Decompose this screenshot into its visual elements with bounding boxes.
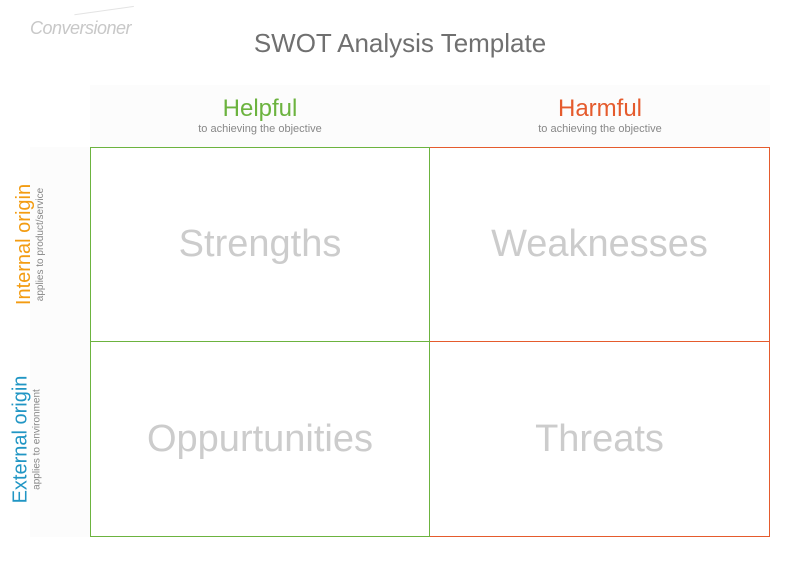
internal-subtitle: applies to product/service: [35, 188, 46, 301]
quadrant-weaknesses: Weaknesses: [430, 147, 770, 342]
row-header-external: External origin applies to environment: [30, 342, 90, 537]
matrix-corner: [30, 85, 90, 147]
harmful-label: Harmful: [558, 95, 642, 123]
page-title: SWOT Analysis Template: [0, 28, 800, 59]
row-header-internal: Internal origin applies to product/servi…: [30, 147, 90, 342]
quadrant-threats: Threats: [430, 342, 770, 537]
helpful-label: Helpful: [223, 95, 298, 123]
internal-label: Internal origin: [13, 184, 36, 305]
quadrant-opportunities: Oppurtunities: [90, 342, 430, 537]
swot-matrix: Helpful to achieving the objective Harmf…: [30, 85, 770, 537]
helpful-subtitle: to achieving the objective: [198, 123, 322, 135]
harmful-subtitle: to achieving the objective: [538, 123, 662, 135]
external-subtitle: applies to environment: [32, 389, 43, 490]
quadrant-strengths: Strengths: [90, 147, 430, 342]
external-label: External origin: [10, 376, 33, 504]
column-header-helpful: Helpful to achieving the objective: [90, 85, 430, 147]
column-header-harmful: Harmful to achieving the objective: [430, 85, 770, 147]
